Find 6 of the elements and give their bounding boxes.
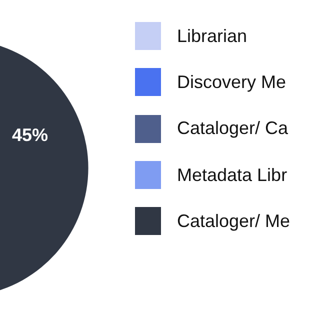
legend-label: Librarian [177, 26, 248, 47]
legend-label: Metadata Libr [177, 164, 288, 186]
legend-label: Cataloger/ Ca [177, 118, 288, 140]
data-label: 45% [12, 125, 48, 146]
legend-label: Cataloger/ Me [177, 210, 290, 232]
legend-label: Discovery Me [177, 72, 286, 93]
